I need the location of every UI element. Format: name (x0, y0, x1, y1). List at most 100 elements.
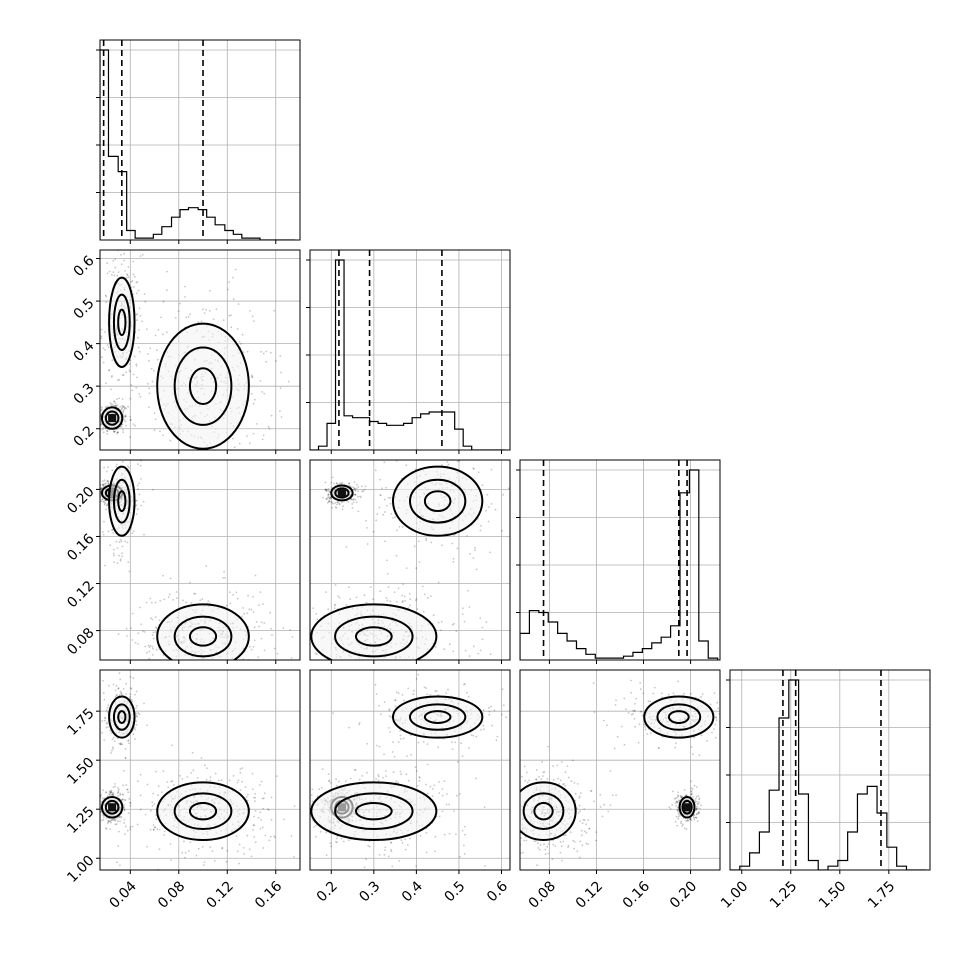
panel-2-2 (516, 459, 721, 664)
panel-3-1: 0.2 0.3 0.4 0.5 0.6 (309, 669, 511, 905)
panel-3-0: 1.00 1.25 1.50 1.75 0.04 0.08 0.12 0.16 (64, 669, 301, 912)
x-tick-label: 0.04 (107, 878, 140, 911)
contour-inner (188, 367, 218, 406)
contour-mid (173, 346, 233, 426)
panel-frame (99, 459, 301, 661)
scatter-samples (520, 679, 720, 867)
contour-mid (334, 487, 350, 499)
scatter-samples (100, 250, 290, 450)
contour-mid (409, 703, 467, 731)
y-tick-label: 0.5 (71, 295, 98, 322)
x-tick-label: 0.2 (314, 878, 341, 905)
contour-inner (188, 801, 218, 821)
y-tick-label: 0.4 (71, 338, 98, 365)
x-tick-label: 0.08 (526, 878, 559, 911)
panel-frame (729, 669, 931, 871)
y-tick-label: 0.08 (64, 625, 97, 658)
panel-frame (309, 669, 511, 871)
contour-mid (656, 703, 702, 731)
x-tick-label: 1.00 (718, 878, 751, 911)
panel-3-3: 1.00 1.25 1.50 1.75 (718, 669, 931, 912)
contour-outer (100, 795, 124, 819)
contour-outer (643, 695, 715, 739)
contour-outer (391, 465, 484, 537)
contour-mid (334, 615, 414, 658)
scatter-samples (100, 672, 296, 870)
panel-2-0: 0.08 0.12 0.16 0.20 (64, 459, 301, 664)
panel-3-2: 0.08 0.12 0.16 0.20 (519, 669, 721, 912)
density-peak (337, 488, 346, 497)
y-tick-label: 1.75 (64, 706, 97, 739)
x-tick-label: 0.5 (441, 878, 468, 905)
panel-frame (99, 39, 301, 241)
contour-mid (334, 792, 414, 831)
y-tick-label: 0.6 (71, 253, 98, 280)
contour-inner (423, 490, 452, 513)
scatter-samples (100, 460, 294, 660)
contour-outer (520, 781, 577, 841)
x-tick-label: 0.6 (484, 878, 511, 905)
panel-frame (519, 669, 721, 871)
panel-1-1 (306, 249, 511, 454)
contour-inner (188, 626, 218, 647)
histogram-3 (730, 679, 927, 870)
panel-2-1 (309, 459, 511, 664)
x-tick-label: 0.4 (399, 878, 426, 905)
panel-1-0: 0.2 0.3 0.4 0.5 0.6 (71, 249, 301, 454)
contour-mid (104, 410, 120, 426)
y-tick-label: 1.25 (64, 804, 97, 837)
contour-outer (310, 603, 438, 660)
x-tick-label: 1.75 (865, 878, 898, 911)
contour-inner (117, 308, 127, 337)
y-tick-label: 1.00 (64, 853, 97, 886)
contour-outer (108, 695, 136, 739)
contour-inner (354, 626, 393, 647)
contour-mid (112, 293, 131, 351)
panel-frame (309, 459, 511, 661)
panel-frame (99, 669, 301, 871)
x-tick-label: 0.16 (252, 878, 285, 911)
contour-outer (100, 406, 124, 430)
x-tick-label: 0.12 (204, 878, 237, 911)
histogram-2 (520, 469, 719, 660)
contour-outer (156, 603, 250, 660)
contour-inner (117, 490, 127, 513)
contour-inner (533, 801, 554, 821)
density-peak (683, 803, 692, 812)
contour-mid (409, 478, 467, 524)
density-peak (108, 803, 117, 812)
histogram-0 (100, 49, 296, 240)
scatter-samples (310, 673, 508, 870)
contour-mid (173, 792, 233, 831)
y-tick-label: 0.20 (64, 484, 97, 517)
density-peak (108, 414, 117, 423)
panel-frame (99, 249, 301, 451)
contour-mid (112, 703, 131, 731)
contour-outer (391, 695, 484, 739)
contour-outer (678, 795, 696, 819)
contour-mid (681, 799, 693, 815)
y-tick-label: 0.2 (71, 423, 98, 450)
x-tick-label: 0.16 (620, 878, 653, 911)
y-tick-label: 0.12 (64, 578, 97, 611)
x-tick-label: 0.08 (155, 878, 188, 911)
contour-outer (310, 781, 438, 841)
x-tick-label: 1.25 (767, 878, 800, 911)
y-tick-label: 0.3 (71, 381, 98, 408)
contour-outer (108, 465, 136, 537)
contour-outer (108, 276, 136, 369)
y-tick-label: 1.50 (64, 755, 97, 788)
contour-mid (104, 799, 120, 815)
contour-inner (667, 710, 690, 724)
contour-mid (173, 615, 233, 658)
contour-mid (112, 478, 131, 524)
contour-mid (522, 792, 565, 831)
x-tick-label: 1.50 (816, 878, 849, 911)
x-tick-label: 0.3 (356, 878, 383, 905)
contour-outer (330, 484, 354, 502)
panel-0-0 (96, 39, 301, 244)
contour-inner (423, 710, 452, 724)
x-tick-label: 0.12 (573, 878, 606, 911)
contour-outer (156, 322, 250, 450)
